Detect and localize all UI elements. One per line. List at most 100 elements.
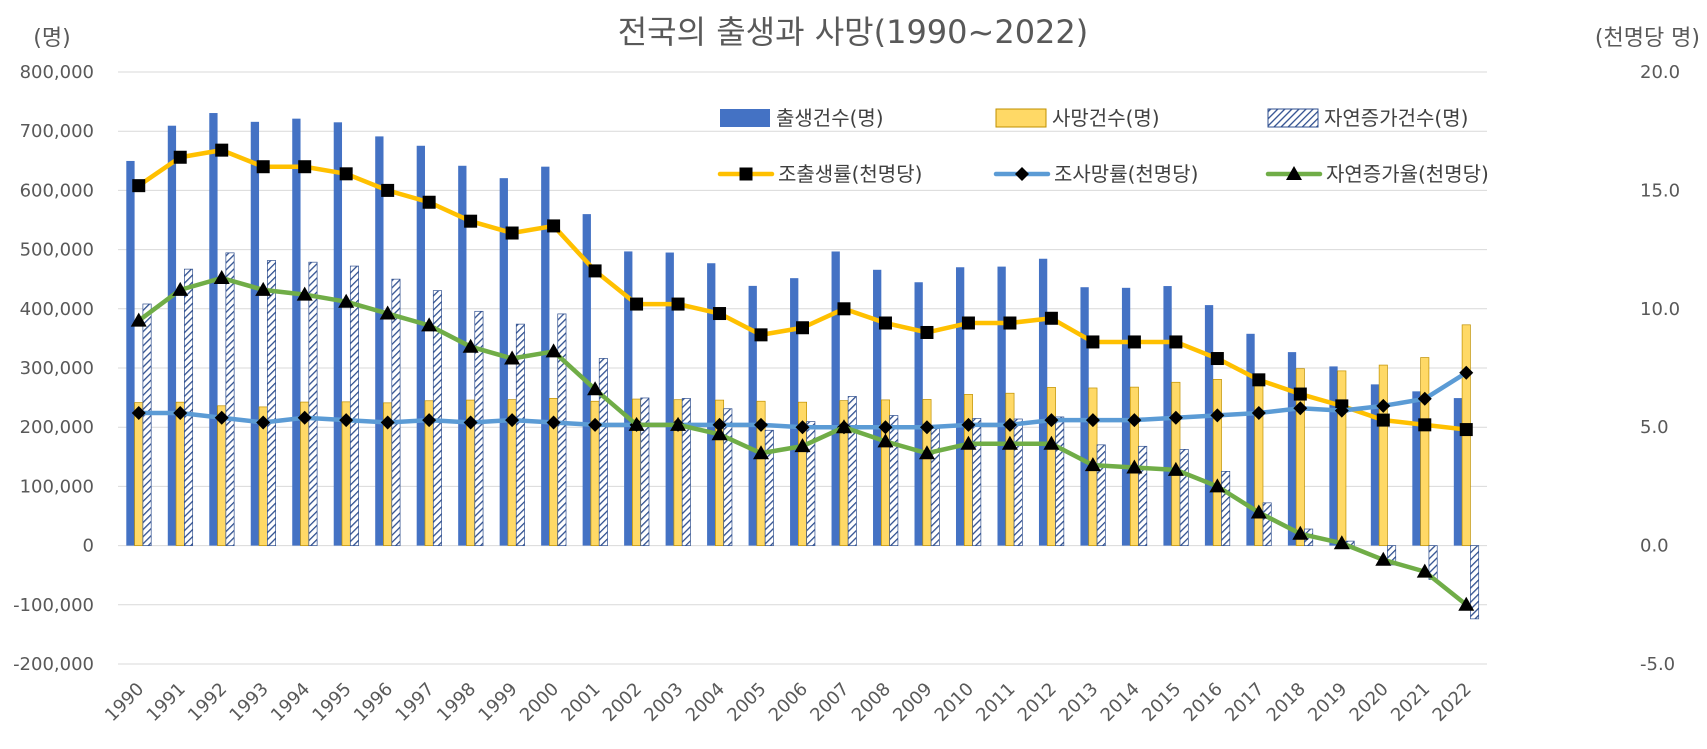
bar-births — [1329, 366, 1338, 546]
bar-births — [375, 136, 384, 546]
marker-crude-death-rate — [546, 415, 561, 430]
bar-births — [1287, 352, 1297, 546]
bar-natural-increase — [1470, 545, 1480, 620]
marker-crude-death-rate — [380, 415, 395, 430]
marker-crude-death-rate — [256, 415, 271, 430]
right-axis-tick-label: 0.0 — [1640, 536, 1669, 557]
legend: 출생건수(명) 사망건수(명) 자연증가건수(명) 조출생률(천명당) 조사망률(천명당… — [717, 106, 1489, 186]
x-axis-tick-label: 1995 — [308, 679, 355, 726]
bar-natural-increase — [349, 265, 359, 546]
legend-marker — [1015, 167, 1029, 181]
x-axis-tick-label: 2019 — [1304, 679, 1351, 726]
legend-marker — [1286, 166, 1302, 180]
x-axis-tick-label: 2012 — [1014, 679, 1061, 726]
marker-crude-birth-rate — [464, 214, 478, 228]
marker-natural-increase-rate — [172, 281, 189, 296]
marker-crude-death-rate — [463, 415, 478, 430]
bar-births — [955, 267, 965, 546]
x-axis-tick-label: 2008 — [848, 679, 895, 726]
marker-natural-increase-rate — [587, 381, 604, 396]
bar-deaths — [963, 394, 973, 546]
x-axis-tick-label: 2009 — [889, 679, 936, 726]
bar-births — [873, 269, 882, 546]
bar-deaths — [175, 401, 185, 546]
bar-natural-increase — [142, 303, 152, 546]
marker-natural-increase-rate — [670, 416, 687, 431]
bar-births — [209, 113, 218, 546]
marker-natural-increase-rate — [255, 281, 272, 296]
marker-natural-increase-rate — [1043, 435, 1060, 450]
marker-crude-birth-rate — [920, 325, 934, 339]
bar-layer — [126, 113, 1480, 620]
marker-natural-increase-rate — [1209, 478, 1226, 493]
x-axis-tick-label: 2010 — [931, 679, 978, 726]
legend-label: 자연증가율(천명당) — [1326, 162, 1489, 186]
x-axis-tick-label: 2007 — [806, 679, 853, 726]
bar-natural-increase — [640, 397, 650, 546]
x-axis-tick-label: 2003 — [640, 679, 687, 726]
marker-natural-increase-rate — [1250, 504, 1267, 519]
x-axis-tick-label: 2006 — [765, 679, 812, 726]
right-axis-tick-label: 15.0 — [1640, 180, 1680, 201]
x-axis-tick-label: 1992 — [184, 679, 231, 726]
bar-births — [624, 251, 633, 546]
marker-natural-increase-rate — [835, 419, 852, 434]
x-axis-tick-label: 1994 — [267, 679, 314, 726]
marker-crude-birth-rate — [878, 316, 892, 330]
marker-crude-death-rate — [1002, 417, 1017, 432]
marker-natural-increase-rate — [545, 343, 562, 358]
bar-natural-increase — [1221, 471, 1231, 546]
marker-crude-birth-rate — [298, 160, 312, 174]
marker-natural-increase-rate — [213, 270, 230, 285]
right-axis-tick-label: 20.0 — [1640, 62, 1680, 83]
left-axis-tick-label: -100,000 — [13, 595, 94, 616]
bar-deaths — [1295, 368, 1305, 546]
x-axis-tick-label: 2015 — [1138, 679, 1185, 726]
bar-natural-increase — [764, 429, 774, 546]
x-axis-tick-label: 2013 — [1055, 679, 1102, 726]
marker-natural-increase-rate — [1084, 457, 1101, 472]
marker-crude-death-rate — [1417, 391, 1432, 406]
x-axis-tick-label: 2021 — [1387, 679, 1434, 726]
x-axis-tick-label: 2001 — [557, 679, 604, 726]
marker-crude-death-rate — [1127, 413, 1142, 428]
marker-natural-increase-rate — [338, 293, 355, 308]
bar-births — [1080, 287, 1089, 546]
marker-crude-death-rate — [173, 405, 188, 420]
marker-crude-birth-rate — [630, 297, 644, 311]
bar-births — [250, 121, 260, 546]
bar-births — [1121, 287, 1131, 546]
marker-crude-death-rate — [422, 413, 437, 428]
marker-crude-birth-rate — [547, 219, 561, 233]
marker-crude-death-rate — [1376, 398, 1391, 413]
bar-births — [914, 282, 923, 546]
x-axis-tick-label: 1996 — [350, 679, 397, 726]
marker-crude-death-rate — [712, 417, 727, 432]
bar-natural-increase — [1055, 416, 1065, 546]
marker-natural-increase-rate — [1458, 596, 1475, 611]
bar-births — [1163, 286, 1172, 546]
right-axis-tick-label: 10.0 — [1640, 299, 1680, 320]
bar-deaths — [217, 405, 227, 546]
legend-swatch — [720, 109, 770, 127]
bar-natural-increase — [1387, 545, 1397, 566]
marker-crude-death-rate — [1293, 401, 1308, 416]
marker-natural-increase-rate — [130, 312, 147, 327]
bar-natural-increase — [1262, 502, 1272, 546]
bar-natural-increase — [806, 421, 816, 546]
bar-natural-increase — [308, 261, 318, 546]
x-axis-tick-label: 2004 — [682, 679, 729, 726]
bar-births — [167, 125, 177, 546]
bar-births — [665, 252, 674, 546]
marker-crude-birth-rate — [1210, 352, 1224, 366]
marker-natural-increase-rate — [1126, 459, 1143, 474]
bar-natural-increase — [598, 358, 608, 546]
marker-crude-death-rate — [1334, 403, 1349, 418]
bar-natural-increase — [1013, 418, 1023, 546]
right-axis-tick-label: 5.0 — [1640, 417, 1669, 438]
left-axis-tick-label: 500,000 — [20, 240, 94, 261]
legend-swatch — [1267, 108, 1319, 128]
marker-natural-increase-rate — [462, 338, 479, 353]
bar-natural-increase — [1096, 444, 1106, 546]
